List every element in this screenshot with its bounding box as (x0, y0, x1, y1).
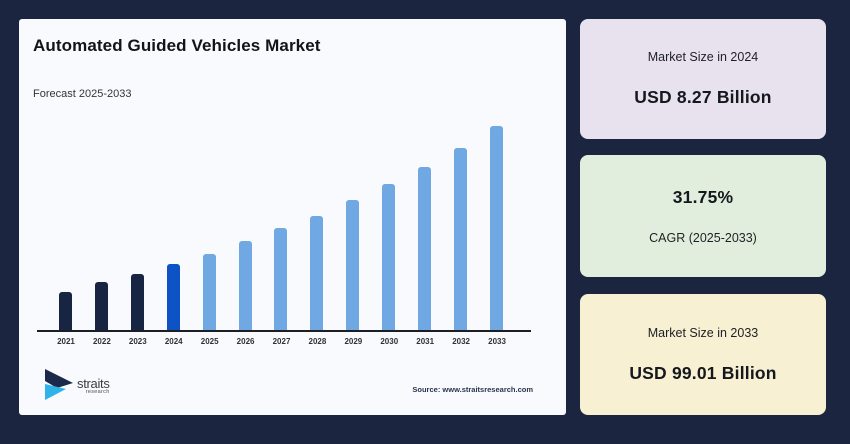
bar-2024 (166, 264, 180, 330)
x-axis-label-2028: 2028 (308, 337, 327, 346)
bar-2022 (94, 282, 108, 330)
x-axis-labels-row: 2021 2022 2023 2024 2025 2026 2027 2028 2029 2030… (48, 337, 515, 346)
market-size-2024-value: USD 8.27 Billion (634, 87, 772, 107)
market-size-2024-card: Market Size in 2024 USD 8.27 Billion (580, 19, 826, 139)
bar-2029 (346, 200, 360, 330)
market-size-2033-card: Market Size in 2033 USD 99.01 Billion (580, 294, 826, 415)
market-size-2024-label: Market Size in 2024 (647, 50, 759, 64)
logo-text-wrap: straits research (77, 376, 110, 395)
x-axis-label-2024: 2024 (164, 337, 183, 346)
x-axis-label-2025: 2025 (200, 337, 219, 346)
x-axis-label-2032: 2032 (452, 337, 470, 346)
bar-2028 (310, 216, 324, 330)
bar-2026 (238, 241, 252, 330)
bar-2032 (453, 148, 467, 330)
x-axis-label-2026: 2026 (236, 337, 255, 346)
bar-2027 (274, 228, 288, 330)
x-axis-label-2027: 2027 (272, 337, 291, 346)
logo-subtext: research (85, 389, 110, 395)
x-axis-label-2033: 2033 (488, 337, 506, 346)
straits-research-logo: straits research (43, 368, 110, 401)
cagr-card: 31.75% CAGR (2025-2033) (580, 155, 826, 277)
logo-text: straits (77, 376, 110, 391)
x-axis-label-2021: 2021 (57, 337, 75, 346)
cagr-label: CAGR (2025-2033) (649, 231, 757, 245)
source-attribution: Source: www.straitsresearch.com (412, 385, 533, 394)
chart-subtitle: Forecast 2025-2033 (33, 88, 132, 100)
x-axis-label-2031: 2031 (416, 337, 435, 346)
chart-title: Automated Guided Vehicles Market (33, 36, 321, 55)
bar-2030 (382, 184, 396, 330)
x-axis-label-2023: 2023 (128, 337, 147, 346)
chart-card: Automated Guided Vehicles Market Forecas… (19, 19, 566, 415)
straits-arrow-icon (45, 369, 73, 400)
bar-2021 (59, 292, 72, 330)
x-axis-label-2022: 2022 (92, 337, 111, 346)
bar-2025 (202, 254, 216, 330)
bar-2023 (130, 274, 144, 330)
cagr-value: 31.75% (672, 187, 734, 207)
x-axis-line (37, 330, 531, 332)
bar-2033 (489, 126, 503, 330)
x-axis-label-2029: 2029 (344, 337, 363, 346)
bars-row (59, 126, 503, 330)
market-size-2033-value: USD 99.01 Billion (629, 362, 777, 383)
market-size-2033-label: Market Size in 2033 (647, 325, 759, 340)
bar-2031 (418, 167, 432, 330)
x-axis-label-2030: 2030 (380, 337, 399, 346)
